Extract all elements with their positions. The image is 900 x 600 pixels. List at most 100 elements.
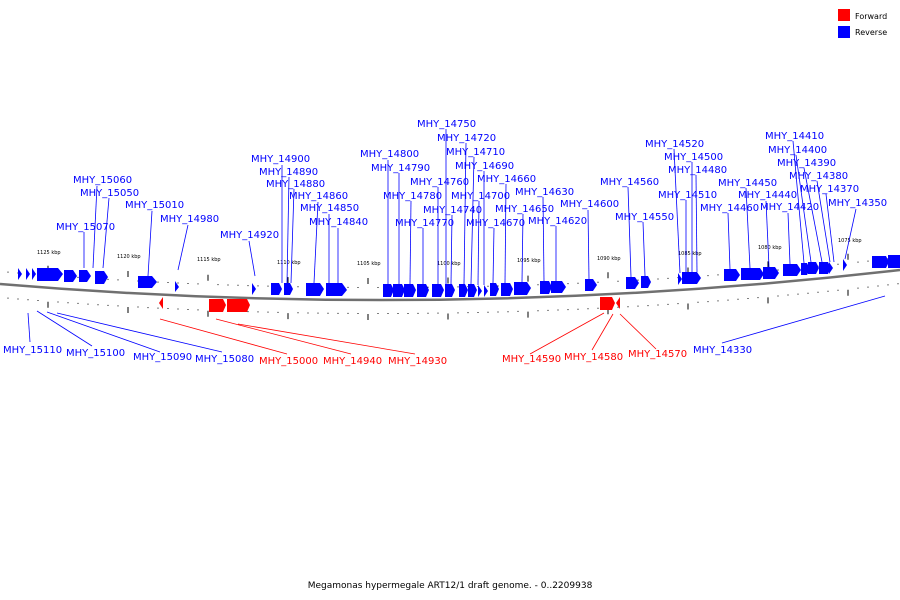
- leader-line: [792, 140, 805, 264]
- gene-arrow: [445, 284, 455, 297]
- gene-label[interactable]: MHY_14590: [502, 354, 561, 365]
- gene-label[interactable]: MHY_14420: [760, 202, 819, 213]
- gene-label[interactable]: MHY_15100: [66, 348, 125, 359]
- gene-label[interactable]: MHY_14500: [664, 152, 723, 163]
- gene-label[interactable]: MHY_14920: [220, 230, 279, 241]
- gene-label[interactable]: MHY_14770: [395, 218, 454, 229]
- gene-label[interactable]: MHY_14780: [383, 191, 442, 202]
- gene-label[interactable]: MHY_14930: [388, 356, 447, 367]
- gene-label[interactable]: MHY_14370: [800, 184, 859, 195]
- gene-label[interactable]: MHY_15080: [195, 354, 254, 365]
- gene-label[interactable]: MHY_14600: [560, 199, 619, 210]
- gene-label[interactable]: MHY_14880: [266, 179, 325, 190]
- gene-label[interactable]: MHY_15090: [133, 352, 192, 363]
- leader-line: [642, 221, 646, 277]
- gene-label[interactable]: MHY_14350: [828, 198, 887, 209]
- gene-arrow: [306, 283, 324, 296]
- gene-label[interactable]: MHY_14670: [466, 218, 525, 229]
- gene-label[interactable]: MHY_14800: [360, 149, 419, 160]
- gene-label[interactable]: MHY_14690: [455, 161, 514, 172]
- lower-leader-lines: [27, 295, 886, 355]
- gene-label[interactable]: MHY_14980: [160, 214, 219, 225]
- gene-label[interactable]: MHY_14440: [738, 190, 797, 201]
- gene-label[interactable]: MHY_14660: [477, 174, 536, 185]
- gene-label[interactable]: MHY_14850: [300, 203, 359, 214]
- scale-label: 1115 kbp: [197, 257, 221, 263]
- gene-label[interactable]: MHY_14760: [410, 177, 469, 188]
- legend-forward-label: Forward: [855, 12, 887, 21]
- gene-arrow: [540, 281, 552, 294]
- leader-line: [409, 200, 412, 285]
- leader-line: [56, 312, 223, 353]
- gene-label[interactable]: MHY_14410: [765, 131, 824, 142]
- leader-line: [492, 227, 495, 284]
- scale-label: 1085 kbp: [678, 251, 702, 257]
- scale-label: 1110 kbp: [277, 260, 301, 266]
- leader-line: [290, 188, 295, 284]
- leader-line: [695, 174, 698, 273]
- gene-arrow: [393, 284, 405, 297]
- gene-label[interactable]: MHY_14700: [451, 191, 510, 202]
- leader-line: [803, 167, 823, 263]
- gene-label[interactable]: MHY_15110: [3, 345, 62, 356]
- gene-label[interactable]: MHY_14570: [628, 349, 687, 360]
- gene-arrow: [271, 283, 282, 295]
- gene-label[interactable]: MHY_14380: [789, 171, 848, 182]
- gene-label[interactable]: MHY_14460: [700, 203, 759, 214]
- gene-label[interactable]: MHY_14860: [289, 191, 348, 202]
- gene-label[interactable]: MHY_14400: [768, 145, 827, 156]
- scale-label: 1090 kbp: [597, 256, 621, 262]
- gene-label[interactable]: MHY_15060: [73, 175, 132, 186]
- gene-label[interactable]: MHY_14900: [251, 154, 310, 165]
- reverse-gene-labels: MHY_15070 MHY_15060 MHY_15050 MHY_15010 …: [56, 119, 887, 241]
- gene-label[interactable]: MHY_14790: [371, 163, 430, 174]
- gene-arrow: [383, 284, 394, 297]
- leader-line: [619, 313, 657, 350]
- leader-line: [521, 213, 524, 283]
- gene-label[interactable]: MHY_14940: [323, 356, 382, 367]
- gene-arrow: [138, 276, 157, 288]
- gene-label[interactable]: MHY_15000: [259, 356, 318, 367]
- gene-arrow: [79, 270, 91, 282]
- leader-line: [504, 183, 507, 284]
- gene-label[interactable]: MHY_14840: [309, 217, 368, 228]
- gene-arrow: [484, 285, 488, 297]
- gene-label[interactable]: MHY_15070: [56, 222, 115, 233]
- gene-arrow: [551, 281, 566, 293]
- gene-label[interactable]: MHY_14740: [423, 205, 482, 216]
- gene-label[interactable]: MHY_14750: [417, 119, 476, 130]
- leader-line: [92, 185, 98, 269]
- gene-label[interactable]: MHY_14650: [495, 204, 554, 215]
- gene-label[interactable]: MHY_14510: [658, 190, 717, 201]
- leader-line: [36, 310, 93, 347]
- gene-label[interactable]: MHY_14710: [446, 147, 505, 158]
- scale-labels: 1125 kbp 1120 kbp 1115 kbp 1110 kbp 1105…: [37, 238, 862, 267]
- scale-label: 1105 kbp: [357, 261, 381, 267]
- legend: Forward Reverse: [838, 9, 887, 38]
- gene-arrow: [682, 272, 701, 284]
- gene-label[interactable]: MHY_14450: [718, 178, 777, 189]
- gene-label[interactable]: MHY_14720: [437, 133, 496, 144]
- gene-label[interactable]: MHY_15050: [80, 188, 139, 199]
- gene-arrow: [616, 297, 620, 309]
- gene-arrow: [478, 285, 482, 297]
- gene-label[interactable]: MHY_14580: [564, 352, 623, 363]
- gene-label[interactable]: MHY_14480: [668, 165, 727, 176]
- gene-label[interactable]: MHY_14550: [615, 212, 674, 223]
- gene-label[interactable]: MHY_14890: [259, 167, 318, 178]
- gene-label[interactable]: MHY_14390: [777, 158, 836, 169]
- gene-label[interactable]: MHY_14520: [645, 139, 704, 150]
- gene-arrow: [432, 284, 444, 297]
- leader-line: [627, 186, 632, 278]
- gene-label[interactable]: MHY_14330: [693, 345, 752, 356]
- gene-arrow: [404, 284, 416, 297]
- gene-label[interactable]: MHY_15010: [125, 200, 184, 211]
- leader-line: [587, 209, 590, 280]
- gene-label[interactable]: MHY_14630: [515, 187, 574, 198]
- leader-line: [795, 154, 812, 263]
- gene-arrow: [417, 284, 429, 297]
- gene-label[interactable]: MHY_14620: [528, 216, 587, 227]
- leader-line: [765, 200, 770, 268]
- gene-label[interactable]: MHY_14560: [600, 177, 659, 188]
- gene-arrow: [468, 284, 477, 297]
